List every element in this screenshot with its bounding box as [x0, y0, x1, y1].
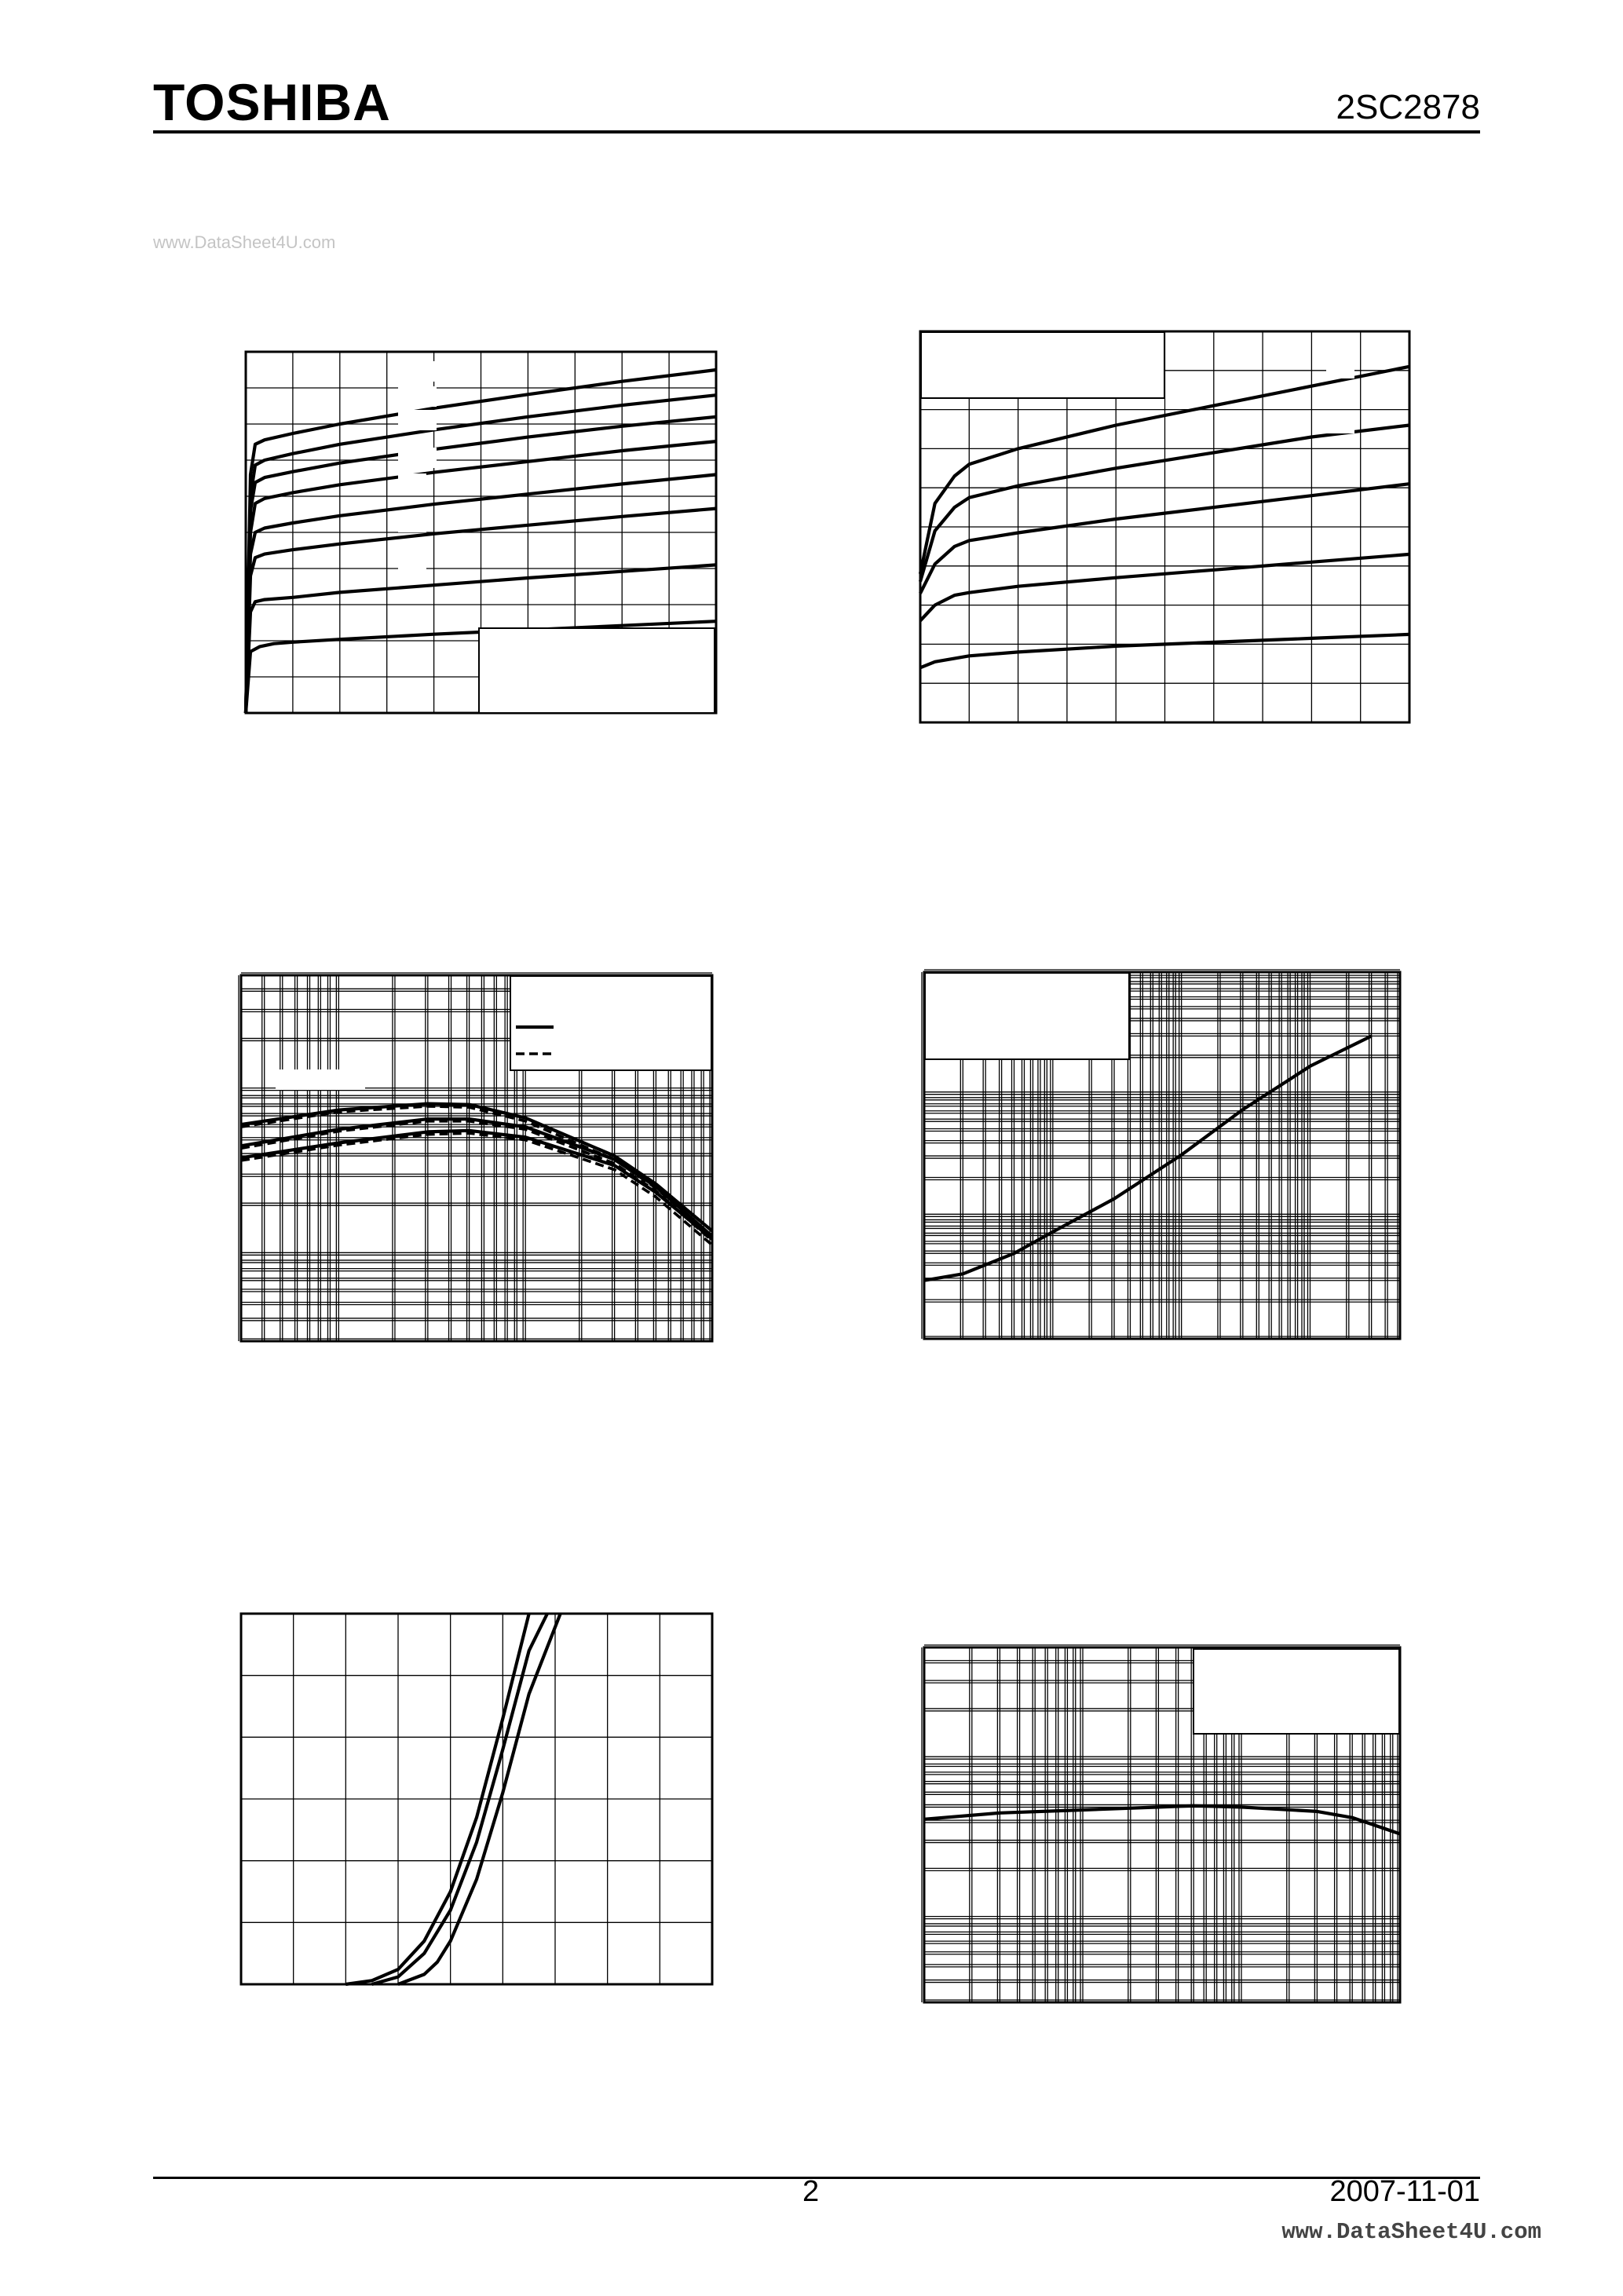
series-line-6: [243, 393, 717, 714]
series-line-0: [923, 1034, 1373, 1282]
watermark-top: www.DataSheet4U.com: [153, 232, 336, 252]
annotation-bg: [398, 386, 437, 407]
series-line-3: [243, 473, 717, 714]
grid: [240, 1613, 713, 1985]
series-line-0: [923, 1804, 1401, 1836]
chart-ic-vce: [243, 350, 718, 715]
plot-frame: [239, 974, 714, 1343]
annotation-bg: [398, 410, 437, 430]
watermark-bottom: www.DataSheet4U.com: [1281, 2219, 1541, 2245]
annotation-bg: [1326, 358, 1354, 378]
series-line-5: [240, 1132, 714, 1246]
annotation-bg: [1326, 464, 1354, 484]
series-line-7: [243, 367, 717, 714]
annotation-bg: [398, 361, 437, 382]
series-line-0: [345, 1613, 531, 1987]
chart-ft-ic: [921, 1644, 1402, 2004]
plot-frame: [923, 971, 1402, 1340]
annotation-bg: [398, 512, 426, 532]
series-line-2: [240, 1117, 714, 1238]
brand-logo: TOSHIBA: [153, 73, 391, 131]
series-line-2: [397, 1613, 562, 1986]
legend-box: [510, 975, 712, 1071]
chart-ic-vce-reverse: [918, 330, 1411, 724]
legend-box: [924, 972, 1130, 1060]
series-line-4: [240, 1128, 714, 1241]
series-line-3: [240, 1120, 714, 1242]
series-line-0: [919, 632, 1410, 670]
annotation-bg: [398, 551, 426, 572]
part-number: 2SC2878: [1336, 88, 1480, 126]
chart-ic-vbe: [239, 1612, 714, 1987]
annotation-bg: [398, 473, 426, 494]
annotation-bg: [1326, 413, 1354, 433]
grid: [921, 1644, 1401, 2003]
series-line-1: [243, 563, 717, 714]
series-line-2: [919, 482, 1410, 594]
series-line-0: [240, 1102, 714, 1233]
series-line-4: [243, 440, 717, 714]
chart-vcesat-ic: [921, 969, 1402, 1340]
annotation-bg: [276, 1069, 365, 1090]
plot-frame: [923, 1646, 1402, 2004]
series-line-1: [371, 1613, 549, 1987]
series-line-4: [918, 364, 1410, 575]
annotation-bg: [1326, 535, 1354, 555]
page-number: 2: [802, 2175, 820, 2208]
header-divider: [153, 130, 1480, 133]
document-date: 2007-11-01: [1329, 2175, 1480, 2208]
legend-box: [920, 331, 1165, 399]
annotation-bg: [398, 448, 437, 468]
legend-box: [1193, 1648, 1400, 1735]
series-line-2: [243, 506, 717, 714]
plot-frame: [239, 1612, 714, 1986]
chart-hfe-ic: [238, 972, 714, 1343]
footer-divider: [153, 2177, 1480, 2179]
legend-box: [478, 627, 715, 714]
series-line-1: [919, 552, 1410, 622]
series-line-1: [240, 1105, 714, 1238]
series-line-3: [918, 423, 1410, 583]
series-line-5: [243, 415, 717, 714]
